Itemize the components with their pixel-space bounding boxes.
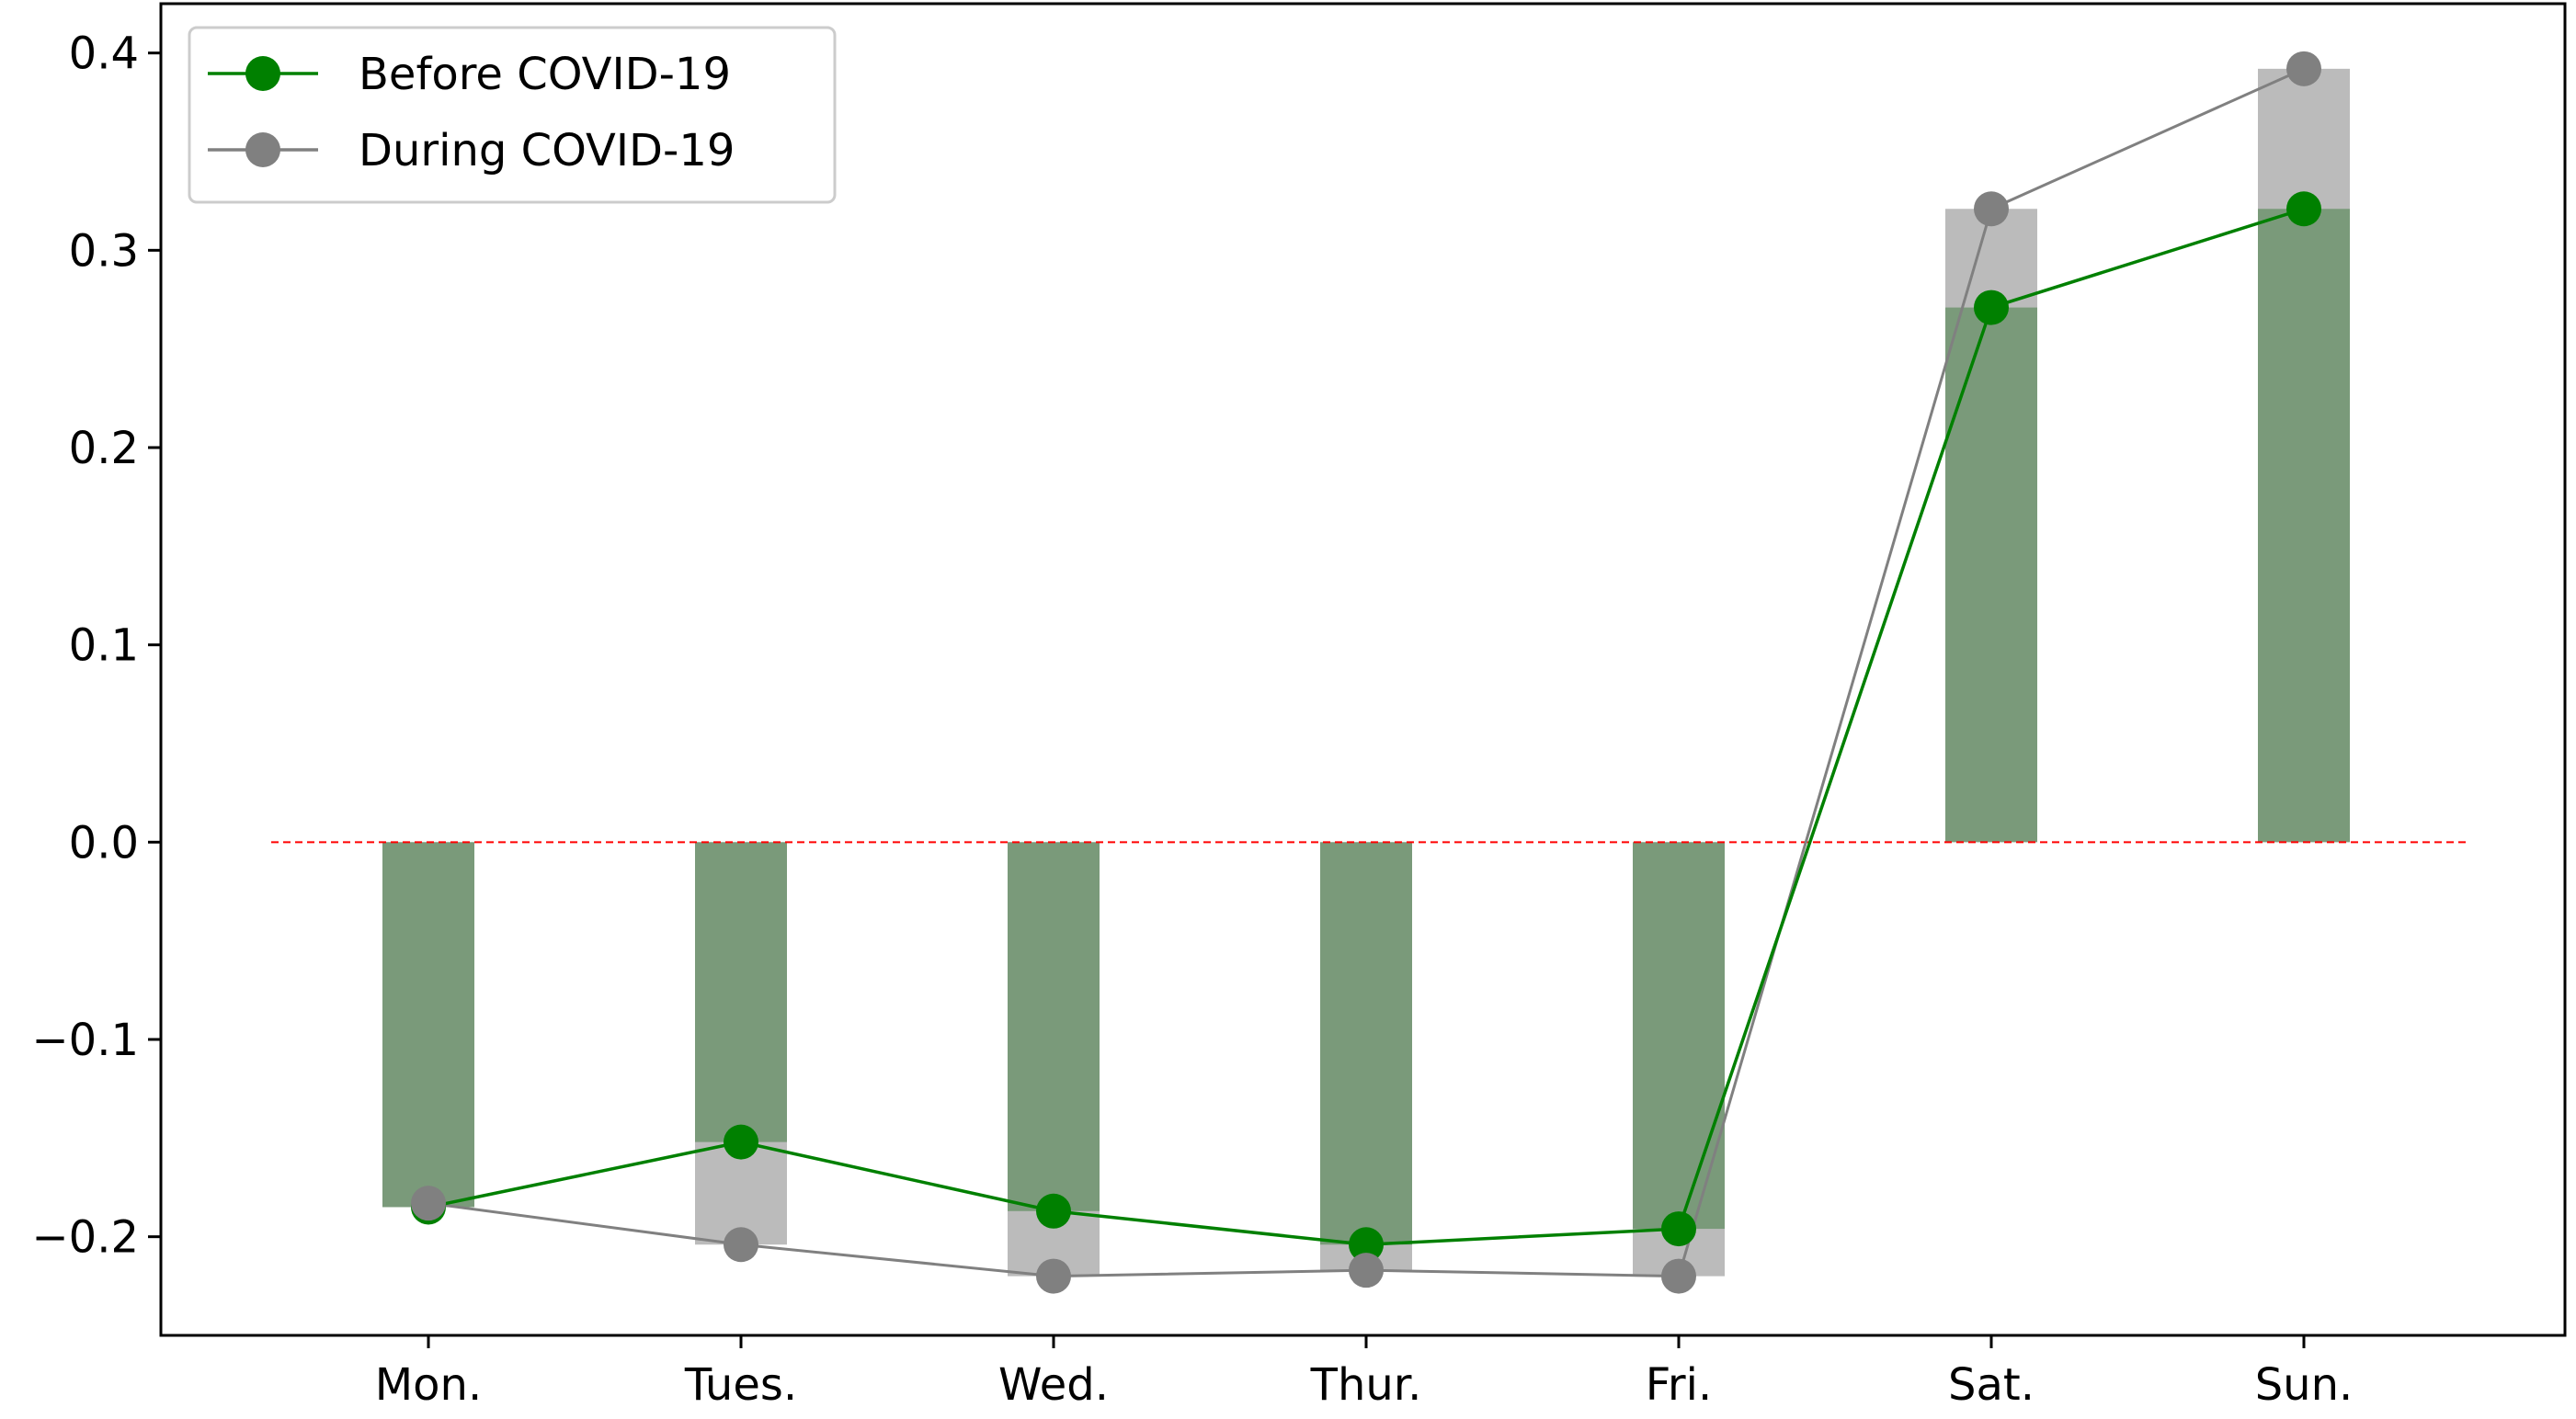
x-tick-label-1: Tues. bbox=[684, 1359, 797, 1411]
bar-before-3 bbox=[1320, 842, 1412, 1245]
bar-before-0 bbox=[382, 842, 474, 1208]
legend-marker-1 bbox=[245, 132, 280, 167]
plot-frame bbox=[159, 2, 2567, 1337]
point-during-2 bbox=[1036, 1258, 1071, 1294]
y-tick-label-3: 0.1 bbox=[69, 620, 139, 672]
axes-layer: −0.2 −0.1 0.0 0.1 0.2 0.3 0.4 Mon. Tues. Wed. Thur… bbox=[31, 2, 2567, 1411]
series-points-layer bbox=[411, 51, 2321, 1294]
point-during-5 bbox=[1974, 191, 2009, 227]
x-tick-label-3: Thur. bbox=[1310, 1359, 1422, 1411]
bars-layer bbox=[382, 68, 2350, 1277]
bar-before-1 bbox=[695, 842, 787, 1142]
y-tick-label-4: 0.2 bbox=[69, 423, 139, 474]
point-during-1 bbox=[724, 1227, 758, 1263]
point-before-4 bbox=[1661, 1211, 1696, 1247]
legend-label-1: During COVID-19 bbox=[359, 125, 735, 176]
point-during-6 bbox=[2286, 51, 2321, 86]
y-tick-label-0: −0.2 bbox=[31, 1212, 139, 1264]
bar-before-4 bbox=[1633, 842, 1725, 1230]
point-during-4 bbox=[1661, 1258, 1696, 1294]
bar-before-5 bbox=[1945, 307, 2037, 843]
x-tick-label-2: Wed. bbox=[998, 1359, 1109, 1411]
legend: Before COVID-19 During COVID-19 bbox=[188, 26, 837, 204]
point-before-1 bbox=[724, 1124, 758, 1160]
x-tick-label-6: Sun. bbox=[2255, 1359, 2354, 1411]
legend-label-0: Before COVID-19 bbox=[359, 49, 731, 100]
bar-before-6 bbox=[2258, 209, 2350, 843]
legend-marker-0 bbox=[245, 56, 280, 91]
x-tick-label-4: Fri. bbox=[1646, 1359, 1712, 1411]
point-before-2 bbox=[1036, 1193, 1071, 1229]
y-tick-label-5: 0.3 bbox=[69, 225, 139, 277]
point-before-5 bbox=[1974, 289, 2009, 325]
y-tick-label-1: −0.1 bbox=[31, 1015, 139, 1066]
y-tick-label-2: 0.0 bbox=[69, 817, 139, 868]
point-during-3 bbox=[1349, 1253, 1384, 1288]
point-before-6 bbox=[2286, 191, 2321, 227]
x-tick-label-5: Sat. bbox=[1948, 1359, 2035, 1411]
y-tick-label-6: 0.4 bbox=[69, 28, 139, 80]
point-during-0 bbox=[411, 1186, 446, 1221]
x-tick-label-0: Mon. bbox=[375, 1359, 482, 1411]
legend-box bbox=[188, 26, 837, 204]
point-before-3 bbox=[1349, 1227, 1384, 1263]
bar-before-2 bbox=[1008, 842, 1100, 1211]
